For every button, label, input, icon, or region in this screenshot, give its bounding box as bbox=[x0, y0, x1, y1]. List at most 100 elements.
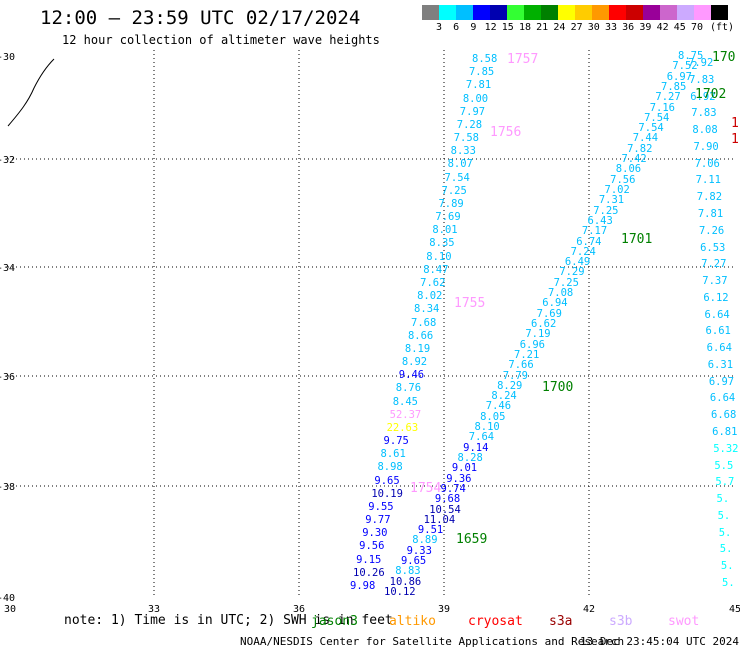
lat-label: -36 bbox=[0, 372, 16, 383]
wave-height-value: 9.56 bbox=[359, 540, 385, 553]
wave-height-value: 8.06 bbox=[615, 163, 642, 176]
wave-height-value: 9.65 bbox=[400, 555, 427, 568]
wave-height-value: 6.92 bbox=[690, 90, 716, 103]
wave-height-value: 5.7 bbox=[715, 476, 735, 489]
wave-height-value: 7.25 bbox=[441, 184, 467, 197]
wave-height-value: 7.69 bbox=[435, 211, 461, 224]
colorbar-label: 30 bbox=[587, 22, 600, 33]
satellite-legend-item: swot bbox=[668, 614, 700, 629]
wave-height-value: 8.98 bbox=[377, 461, 403, 474]
colorbar-swatch bbox=[507, 5, 524, 20]
satellite-legend-item: cryosat bbox=[468, 614, 523, 629]
wave-height-value: 7.26 bbox=[698, 224, 725, 237]
wave-height-value: 7.69 bbox=[536, 307, 562, 320]
wave-height-value: 8.05 bbox=[480, 410, 506, 423]
wave-height-value: 5. bbox=[717, 509, 731, 522]
wave-height-value: 8.08 bbox=[692, 124, 718, 137]
wave-height-value: 8.00 bbox=[462, 92, 489, 105]
colorbar-label: 27 bbox=[570, 22, 583, 33]
generated-timestamp: 13 Dec 23:45:04 UTC 2024 bbox=[580, 635, 739, 648]
wave-height-value: 7.52 bbox=[672, 60, 698, 73]
colorbar-swatch bbox=[439, 5, 456, 20]
wave-height-value: 7.42 bbox=[621, 153, 647, 166]
colorbar-label: 21 bbox=[536, 22, 549, 33]
wave-height-value: 8.01 bbox=[432, 224, 458, 237]
wave-height-value: 8.28 bbox=[457, 452, 483, 464]
wave-height-value: 9.75 bbox=[383, 435, 409, 448]
wave-height-value: 7.08 bbox=[547, 287, 574, 300]
colorbar-label: 39 bbox=[639, 22, 652, 33]
wave-height-value: 8.19 bbox=[404, 342, 431, 355]
wave-height-value: 6.49 bbox=[564, 256, 591, 269]
colorbar-swatch bbox=[626, 5, 643, 20]
pass-time-label: 1702 bbox=[695, 87, 727, 102]
wave-height-value: 7.25 bbox=[553, 276, 579, 289]
wave-height-value: 8.58 bbox=[472, 53, 498, 65]
colorbar-swatch bbox=[711, 5, 728, 20]
colorbar-label: 36 bbox=[622, 22, 635, 33]
wave-height-value: 9.68 bbox=[434, 493, 461, 506]
colorbar-swatch bbox=[643, 5, 660, 20]
wave-height-value: 7.79 bbox=[502, 369, 529, 382]
lat-label: -30 bbox=[0, 52, 16, 63]
wave-height-value: 9.36 bbox=[446, 472, 472, 485]
wave-height-value: 8.83 bbox=[395, 565, 421, 578]
wave-height-value: 7.54 bbox=[644, 111, 670, 124]
wave-height-value: 6.43 bbox=[587, 214, 613, 227]
wave-height-value: 7.82 bbox=[696, 191, 723, 204]
wave-height-value: 7.17 bbox=[581, 225, 608, 238]
colorbar-label: 70 bbox=[690, 22, 704, 33]
wave-height-value: 7.25 bbox=[593, 204, 619, 217]
pass-time-label: 1659 bbox=[456, 532, 488, 547]
colorbar-unit: (ft) bbox=[710, 22, 735, 33]
wave-height-value: 9.74 bbox=[440, 482, 466, 495]
pass-time-label: 1 bbox=[731, 132, 739, 147]
wave-height-value: 9.55 bbox=[368, 500, 394, 513]
wave-height-value: 10.19 bbox=[371, 487, 403, 500]
lon-label: 36 bbox=[293, 604, 306, 615]
wave-height-value: 7.06 bbox=[694, 157, 720, 170]
wave-height-value: 8.92 bbox=[401, 356, 428, 369]
colorbar-label: 45 bbox=[673, 22, 686, 33]
colorbar-swatch bbox=[694, 5, 711, 20]
colorbar-label: 24 bbox=[553, 22, 566, 33]
wave-height-value: 5.32 bbox=[713, 442, 739, 455]
colorbar-swatch bbox=[524, 5, 541, 20]
colorbar-label: 18 bbox=[518, 22, 532, 33]
wave-height-value: 7.68 bbox=[411, 316, 437, 329]
wave-height-value: 7.66 bbox=[508, 359, 534, 372]
wave-height-value: 6.74 bbox=[576, 235, 602, 248]
pass-time-label: 170 bbox=[712, 50, 736, 65]
colorbar-label: 12 bbox=[484, 22, 497, 33]
satellite-legend-item: jason3 bbox=[311, 614, 358, 629]
wave-height-value: 9.51 bbox=[417, 524, 444, 537]
footer-credit: NOAA/NESDIS Center for Satellite Applica… bbox=[240, 635, 625, 648]
wave-height-value: 7.21 bbox=[514, 348, 540, 361]
wave-height-value: 5. bbox=[718, 526, 732, 539]
colorbar-swatch bbox=[422, 5, 439, 20]
wave-height-value: 9.98 bbox=[350, 580, 376, 592]
wave-height-value: 6.64 bbox=[706, 342, 732, 355]
wave-height-value: 7.02 bbox=[604, 184, 630, 196]
wave-height-value: 7.83 bbox=[691, 107, 717, 120]
wave-height-value: 10.54 bbox=[429, 503, 461, 516]
wave-height-value: 7.97 bbox=[459, 105, 486, 118]
lat-label: -38 bbox=[0, 482, 16, 493]
wave-height-value: 6.64 bbox=[704, 308, 730, 321]
wave-height-value: 8.45 bbox=[392, 395, 418, 408]
colorbar-label: 42 bbox=[656, 22, 669, 33]
wave-height-value: 8.35 bbox=[429, 237, 455, 250]
satellite-legend-item: s3a bbox=[549, 614, 573, 629]
lon-label: 45 bbox=[729, 604, 740, 615]
wave-height-value: 7.81 bbox=[697, 207, 724, 220]
wave-height-value: 10.12 bbox=[384, 586, 416, 598]
pass-time-label: 1756 bbox=[490, 125, 522, 140]
wave-height-value: 6.94 bbox=[542, 297, 568, 310]
satellite-legend-item: s3b bbox=[609, 614, 633, 629]
wave-height-value: 6.61 bbox=[705, 325, 731, 338]
colorbar-swatch bbox=[541, 5, 558, 20]
wave-height-value: 6.31 bbox=[707, 358, 734, 371]
wave-height-value: 6.53 bbox=[700, 241, 726, 254]
lat-lon-grid bbox=[8, 50, 735, 598]
